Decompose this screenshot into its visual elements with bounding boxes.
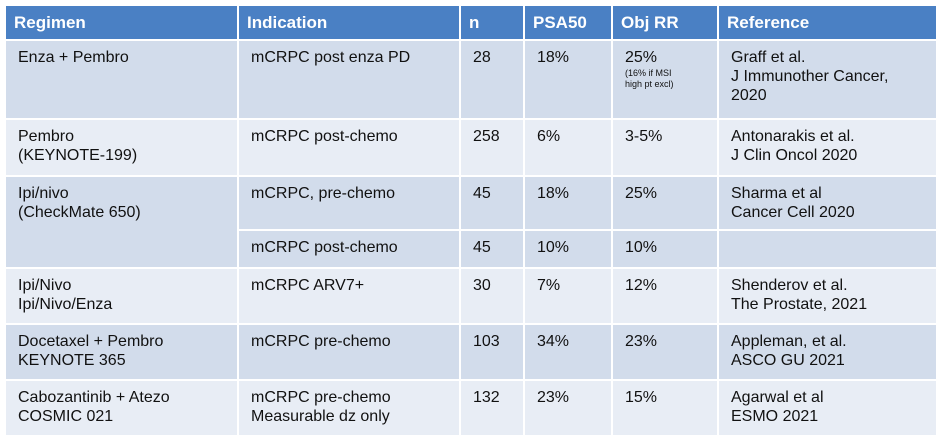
indication-line: mCRPC, pre-chemo bbox=[251, 185, 396, 202]
reference-line: Sharma et al bbox=[731, 185, 822, 202]
indication-line: mCRPC ARV7+ bbox=[251, 277, 365, 294]
reference-line: The Prostate, 2021 bbox=[731, 296, 868, 313]
header-obj-rr: Obj RR bbox=[611, 4, 719, 41]
reference-cell: Graff et al. J Immunother Cancer, 2020 bbox=[717, 39, 938, 120]
reference-cell: Antonarakis et al. J Clin Oncol 2020 bbox=[717, 118, 938, 177]
indication-cell: mCRPC, pre-chemo bbox=[237, 175, 461, 231]
header-n: n bbox=[459, 4, 525, 41]
reference-line: 2020 bbox=[731, 87, 767, 104]
header-reference: Reference bbox=[717, 4, 938, 41]
reference-line: ASCO GU 2021 bbox=[731, 352, 845, 369]
indication-cell: mCRPC ARV7+ bbox=[237, 267, 461, 325]
regimen-cell: Cabozantinib + Atezo COSMIC 021 bbox=[4, 379, 239, 437]
regimen-cell: Ipi/nivo (CheckMate 650) bbox=[4, 175, 239, 269]
indication-cell: mCRPC pre-chemo bbox=[237, 323, 461, 381]
indication-cell: mCRPC post enza PD bbox=[237, 39, 461, 120]
reference-cell: Shenderov et al. The Prostate, 2021 bbox=[717, 267, 938, 325]
regimen-line: Ipi/Nivo bbox=[18, 277, 72, 294]
table-row: Pembro (KEYNOTE-199) mCRPC post-chemo 25… bbox=[4, 118, 938, 177]
psa50-cell: 7% bbox=[523, 267, 613, 325]
obj-rr-cell: 25% (16% if MSI high pt excl) bbox=[611, 39, 719, 120]
n-cell: 30 bbox=[459, 267, 525, 325]
regimen-line: Pembro bbox=[18, 128, 75, 145]
regimen-line: KEYNOTE 365 bbox=[18, 352, 126, 369]
indication-line: mCRPC post-chemo bbox=[251, 239, 398, 256]
obj-rr-cell: 15% bbox=[611, 379, 719, 437]
header-indication: Indication bbox=[237, 4, 461, 41]
reference-line: Cancer Cell 2020 bbox=[731, 204, 855, 221]
obj-rr-cell: 25% bbox=[611, 175, 719, 231]
indication-line: mCRPC post enza PD bbox=[251, 49, 411, 66]
regimen-line: (CheckMate 650) bbox=[18, 204, 141, 221]
regimen-line: Enza + Pembro bbox=[18, 49, 129, 66]
obj-rr-cell: 3-5% bbox=[611, 118, 719, 177]
psa50-cell: 18% bbox=[523, 39, 613, 120]
obj-rr-cell: 23% bbox=[611, 323, 719, 381]
obj-rr-value: 25% bbox=[625, 49, 658, 66]
reference-cell: Sharma et al Cancer Cell 2020 bbox=[717, 175, 938, 231]
regimen-line: (KEYNOTE-199) bbox=[18, 147, 138, 164]
n-cell: 45 bbox=[459, 175, 525, 231]
n-cell: 103 bbox=[459, 323, 525, 381]
reference-cell: Agarwal et al ESMO 2021 bbox=[717, 379, 938, 437]
regimen-line: Ipi/Nivo/Enza bbox=[18, 296, 113, 313]
reference-line: Shenderov et al. bbox=[731, 277, 848, 294]
reference-line: Graff et al. bbox=[731, 49, 806, 66]
reference-line: Antonarakis et al. bbox=[731, 128, 855, 145]
obj-rr-footnote-line: (16% if MSI bbox=[625, 68, 672, 78]
n-cell: 45 bbox=[459, 229, 525, 269]
psa50-cell: 18% bbox=[523, 175, 613, 231]
regimen-line: Docetaxel + Pembro bbox=[18, 333, 164, 350]
trials-table: Regimen Indication n PSA50 Obj RR Refere… bbox=[4, 4, 938, 437]
psa50-cell: 34% bbox=[523, 323, 613, 381]
indication-cell: mCRPC post-chemo bbox=[237, 229, 461, 269]
reference-cell: Appleman, et al. ASCO GU 2021 bbox=[717, 323, 938, 381]
indication-line: mCRPC post-chemo bbox=[251, 128, 398, 145]
indication-line: mCRPC pre-chemo bbox=[251, 389, 391, 406]
n-cell: 132 bbox=[459, 379, 525, 437]
reference-line: Appleman, et al. bbox=[731, 333, 847, 350]
n-cell: 28 bbox=[459, 39, 525, 120]
regimen-cell: Ipi/Nivo Ipi/Nivo/Enza bbox=[4, 267, 239, 325]
reference-line: ESMO 2021 bbox=[731, 408, 819, 425]
regimen-line: COSMIC 021 bbox=[18, 408, 114, 425]
regimen-cell: Enza + Pembro bbox=[4, 39, 239, 120]
table-row: Cabozantinib + Atezo COSMIC 021 mCRPC pr… bbox=[4, 379, 938, 437]
indication-cell: mCRPC pre-chemo Measurable dz only bbox=[237, 379, 461, 437]
regimen-cell: Pembro (KEYNOTE-199) bbox=[4, 118, 239, 177]
obj-rr-footnote-line: high pt excl) bbox=[625, 79, 674, 89]
regimen-cell: Docetaxel + Pembro KEYNOTE 365 bbox=[4, 323, 239, 381]
table-row: Docetaxel + Pembro KEYNOTE 365 mCRPC pre… bbox=[4, 323, 938, 381]
table-row: mCRPC post-chemo 45 10% 10% bbox=[5, 229, 938, 269]
header-row: Regimen Indication n PSA50 Obj RR Refere… bbox=[4, 4, 938, 41]
reference-line: J Immunother Cancer, bbox=[731, 68, 889, 85]
indication-line: mCRPC pre-chemo bbox=[251, 333, 391, 350]
table-row: Ipi/nivo (CheckMate 650) mCRPC, pre-chem… bbox=[4, 175, 938, 269]
regimen-line: Ipi/nivo bbox=[18, 185, 69, 202]
header-psa50: PSA50 bbox=[523, 4, 613, 41]
regimen-line: Cabozantinib + Atezo bbox=[18, 389, 170, 406]
n-cell: 258 bbox=[459, 118, 525, 177]
obj-rr-cell: 10% bbox=[611, 229, 719, 269]
table-row: Enza + Pembro mCRPC post enza PD 28 18% … bbox=[4, 39, 938, 120]
reference-line: Agarwal et al bbox=[731, 389, 824, 406]
reference-line: J Clin Oncol 2020 bbox=[731, 147, 858, 164]
table-row: Ipi/Nivo Ipi/Nivo/Enza mCRPC ARV7+ 30 7%… bbox=[4, 267, 938, 325]
obj-rr-cell: 12% bbox=[611, 267, 719, 325]
psa50-cell: 23% bbox=[523, 379, 613, 437]
psa50-cell: 6% bbox=[523, 118, 613, 177]
psa50-cell: 10% bbox=[523, 229, 613, 269]
indication-cell: mCRPC post-chemo bbox=[237, 118, 461, 177]
reference-cell bbox=[717, 229, 938, 269]
indication-line: Measurable dz only bbox=[251, 408, 390, 425]
header-regimen: Regimen bbox=[4, 4, 239, 41]
